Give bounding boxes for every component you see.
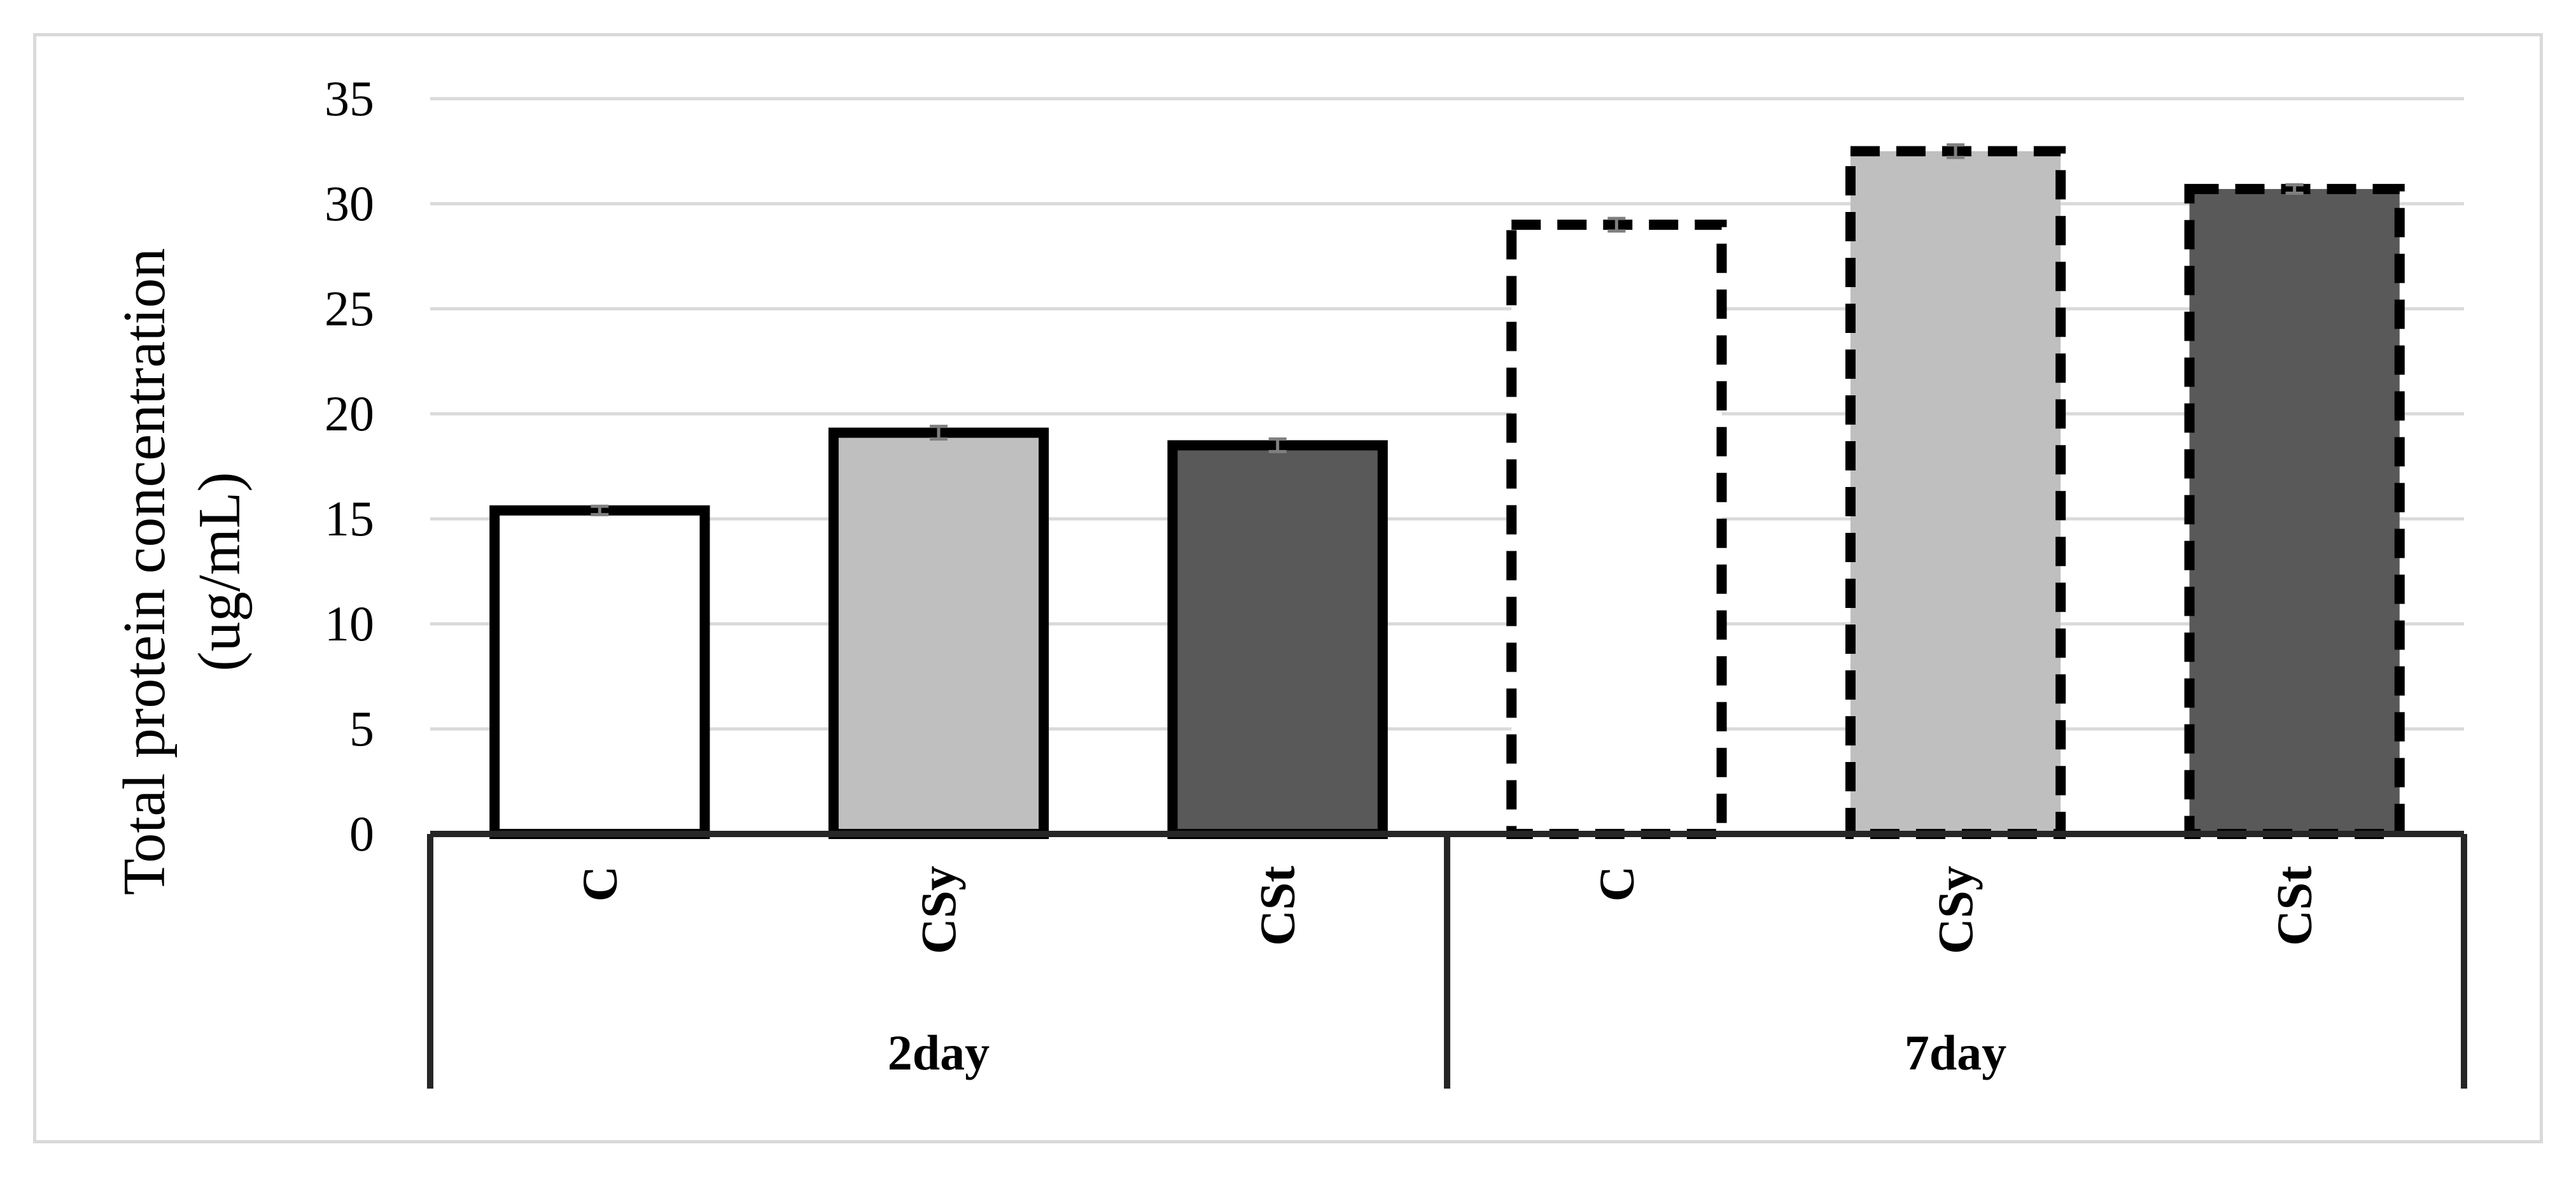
x-category-label: C — [1588, 866, 1644, 901]
x-category-label: CSy — [911, 866, 966, 954]
y-tick-label: 35 — [325, 71, 374, 126]
x-category-label: C — [571, 866, 627, 901]
y-tick-label: 0 — [349, 806, 374, 861]
y-tick-label: 25 — [325, 281, 374, 336]
y-axis-tick-labels: 0 5 10 15 20 25 30 35 — [325, 71, 374, 861]
x-category-label: CSt — [2267, 866, 2322, 946]
x-group-label: 2day — [888, 1025, 990, 1080]
y-tick-label: 30 — [325, 176, 374, 231]
y-axis-title-line-2: (ug/mL) — [186, 472, 253, 671]
gridlines — [430, 97, 2464, 731]
y-axis-title-line-1: Total protein concentration — [111, 248, 178, 896]
bar-7day-C — [1506, 220, 1727, 839]
bars — [489, 146, 2405, 839]
x-axis — [427, 831, 2467, 1089]
y-tick-label: 20 — [325, 386, 374, 441]
bar-7day-CSt — [2184, 183, 2405, 839]
y-axis-title: Total protein concentration (ug/mL) — [111, 248, 253, 896]
bar-2day-C — [489, 505, 710, 839]
x-category-label: CSt — [1250, 866, 1305, 946]
x-group-label: 7day — [1905, 1025, 2006, 1080]
y-tick-label: 5 — [349, 701, 374, 756]
x-category-label: CSy — [1928, 866, 1983, 954]
x-axis-labels: C CSy CSt 2day C CSy CSt 7day — [571, 866, 2321, 1080]
bar-7day-CSy — [1845, 146, 2066, 839]
y-tick-label: 10 — [325, 596, 374, 651]
bar-2day-CSy — [828, 427, 1049, 839]
error-bars — [591, 143, 2304, 516]
y-tick-label: 15 — [325, 491, 374, 546]
bar-2day-CSt — [1167, 440, 1388, 839]
